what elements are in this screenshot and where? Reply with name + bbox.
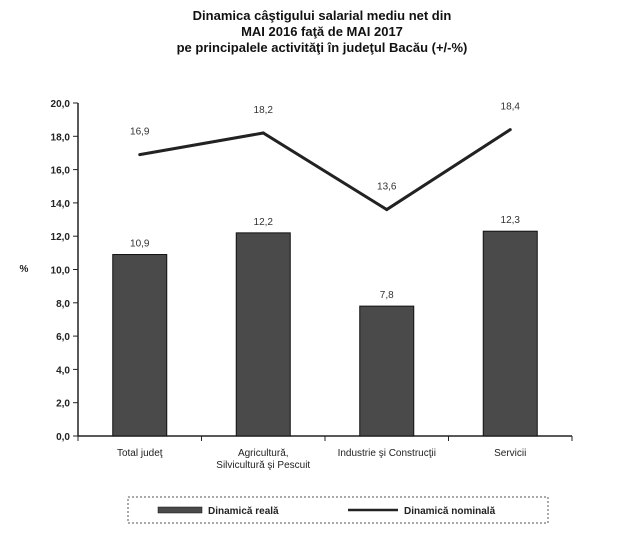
y-tick-label: 10,0 bbox=[51, 266, 71, 277]
x-axis-labels: Total judeţ Agricultură,Silvicultură şi P… bbox=[117, 448, 526, 471]
line-data-label: 18,2 bbox=[254, 105, 274, 116]
bar-data-label: 10,9 bbox=[130, 239, 150, 250]
line-data-label: 13,6 bbox=[377, 182, 397, 193]
bar-data-label: 12,2 bbox=[254, 217, 274, 228]
legend-swatch-bar bbox=[157, 506, 203, 514]
y-tick-label: 4,0 bbox=[56, 365, 70, 376]
y-tick-label: 18,0 bbox=[51, 132, 71, 143]
line-point bbox=[261, 131, 265, 135]
line-point bbox=[508, 128, 512, 132]
y-tick-label: 14,0 bbox=[51, 199, 71, 210]
line-path bbox=[139, 128, 512, 212]
y-tick-label: 6,0 bbox=[56, 332, 70, 343]
legend-label: Dinamică reală bbox=[208, 506, 279, 517]
chart-title-line: pe principalele activităţi în judeţul Ba… bbox=[177, 40, 468, 55]
bar-series: 10,9 12,2 7,8 12,3 bbox=[112, 215, 538, 437]
x-tick-label: Agricultură, bbox=[238, 448, 289, 459]
y-tick-label: 12,0 bbox=[51, 232, 71, 243]
line-point bbox=[138, 153, 142, 157]
x-tick-label: Servicii bbox=[494, 448, 526, 459]
y-tick-label: 16,0 bbox=[51, 166, 71, 177]
bar bbox=[235, 232, 291, 437]
y-tick-label: 20,0 bbox=[51, 99, 71, 110]
line-data-label: 16,9 bbox=[130, 127, 150, 138]
y-tick-label: 2,0 bbox=[56, 399, 70, 410]
y-axis-label: % bbox=[20, 264, 29, 275]
legend: Dinamică reală Dinamică nominală bbox=[127, 496, 549, 524]
line-series: 16,9 18,2 13,6 18,4 bbox=[130, 102, 521, 212]
y-tick-label: 0,0 bbox=[56, 432, 70, 443]
legend-box bbox=[127, 496, 549, 524]
line-point bbox=[385, 208, 389, 212]
chart-title: Dinamica câştigului salarial mediu net d… bbox=[177, 8, 468, 55]
y-tick-label: 8,0 bbox=[56, 299, 70, 310]
bar bbox=[359, 305, 415, 437]
x-tick-label: Industrie şi Construcţii bbox=[338, 448, 436, 459]
x-tick-label: Silvicultură şi Pescuit bbox=[216, 460, 310, 471]
x-tick-label: Total judeţ bbox=[117, 448, 163, 459]
legend-label: Dinamică nominală bbox=[404, 506, 496, 517]
chart-title-line: Dinamica câştigului salarial mediu net d… bbox=[193, 8, 452, 23]
bar bbox=[482, 230, 538, 437]
bar-data-label: 12,3 bbox=[501, 215, 521, 226]
line-data-label: 18,4 bbox=[501, 102, 521, 113]
bar bbox=[112, 254, 168, 437]
bar-data-label: 7,8 bbox=[380, 290, 394, 301]
chart-title-line: MAI 2016 faţă de MAI 2017 bbox=[241, 24, 403, 39]
